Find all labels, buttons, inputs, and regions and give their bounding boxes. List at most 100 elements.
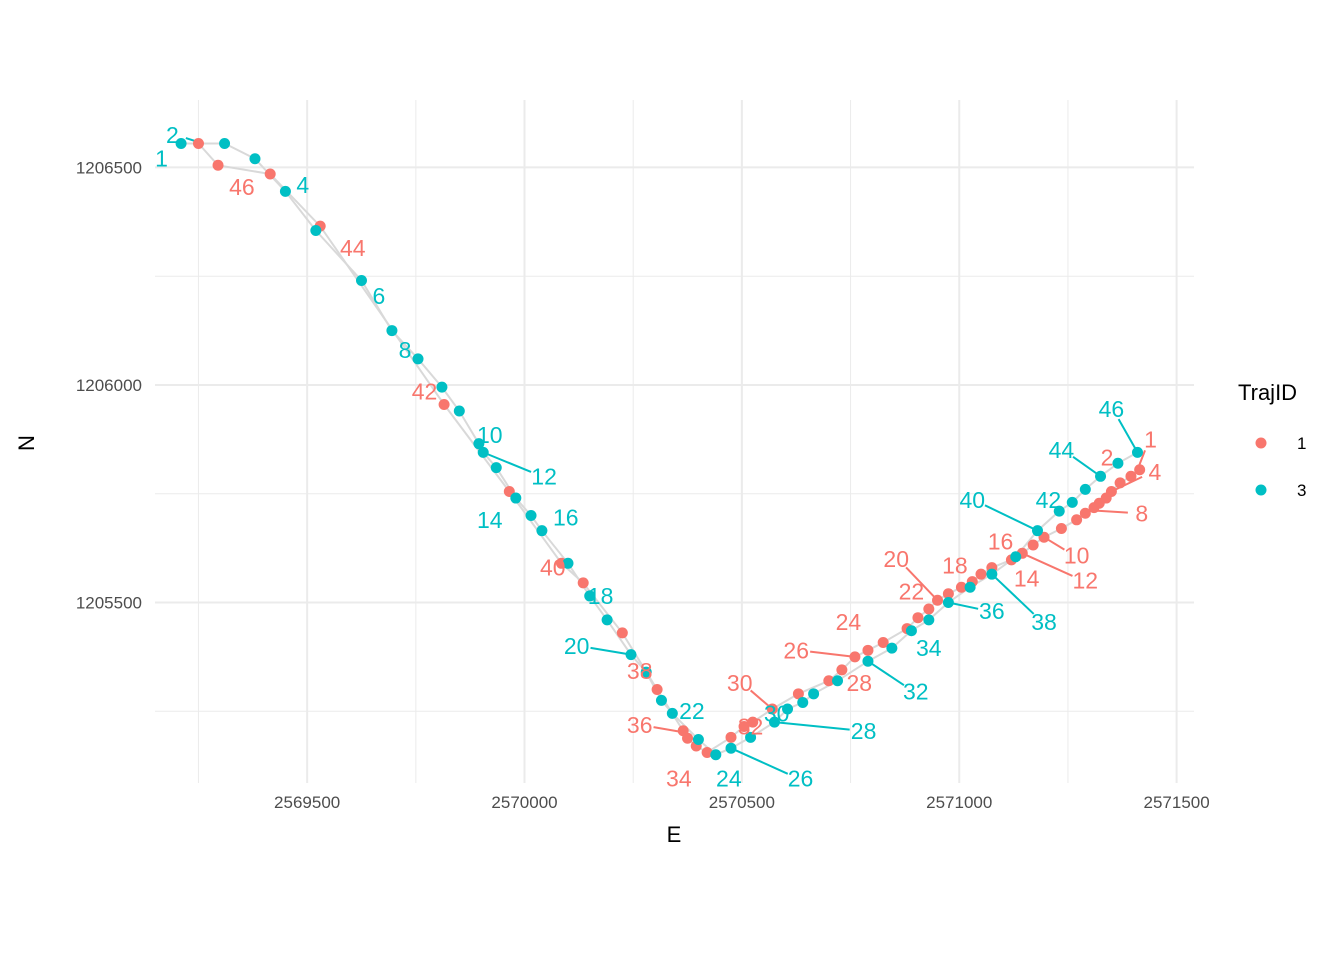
point-series-1 bbox=[701, 747, 713, 759]
point-series-1 bbox=[975, 568, 987, 580]
point-series-1 bbox=[577, 577, 589, 589]
point-series-3 bbox=[832, 675, 844, 687]
point-series-3 bbox=[745, 731, 757, 743]
point-label-series-1: 46 bbox=[229, 174, 255, 200]
point-label-series-1: 36 bbox=[627, 712, 653, 738]
point-label-series-1: 28 bbox=[846, 670, 872, 696]
data-points bbox=[175, 138, 1146, 761]
label-leader-series-1 bbox=[1110, 475, 1143, 493]
point-series-3 bbox=[219, 138, 231, 150]
point-series-1 bbox=[1125, 470, 1137, 482]
point-label-series-1: 34 bbox=[666, 766, 692, 792]
point-label-series-1: 16 bbox=[988, 529, 1014, 555]
point-label-series-3: 20 bbox=[564, 633, 590, 659]
label-leader-series-1 bbox=[1021, 552, 1073, 577]
point-label-series-3: 42 bbox=[1036, 487, 1062, 513]
point-label-series-3: 10 bbox=[477, 422, 503, 448]
point-series-3 bbox=[655, 694, 667, 706]
point-label-series-1: 12 bbox=[1073, 568, 1099, 594]
point-series-1 bbox=[1114, 477, 1126, 489]
point-series-3 bbox=[1112, 457, 1124, 469]
point-label-series-1: 1 bbox=[1144, 426, 1157, 452]
point-series-3 bbox=[386, 325, 398, 337]
point-series-3 bbox=[355, 275, 367, 287]
point-series-1 bbox=[923, 603, 935, 615]
point-label-series-3: 18 bbox=[588, 583, 614, 609]
label-leader-series-3 bbox=[482, 451, 532, 473]
x-tick-label: 2570500 bbox=[709, 793, 775, 812]
point-series-3 bbox=[249, 153, 261, 165]
point-label-series-1: 4 bbox=[1148, 459, 1161, 485]
point-series-3 bbox=[1053, 505, 1065, 517]
point-series-1 bbox=[212, 159, 224, 171]
legend: TrajID 1 3 bbox=[1238, 380, 1306, 500]
grid-minor bbox=[155, 100, 1194, 783]
point-label-series-1: 18 bbox=[942, 552, 968, 578]
label-leader-series-3 bbox=[991, 573, 1035, 615]
point-label-series-3: 8 bbox=[399, 337, 412, 363]
point-series-1 bbox=[747, 716, 759, 728]
trajectory-paths bbox=[181, 142, 1141, 756]
point-series-3 bbox=[1031, 525, 1043, 537]
point-series-3 bbox=[640, 666, 652, 678]
point-series-3 bbox=[453, 405, 465, 417]
label-leader-series-3 bbox=[1117, 418, 1139, 453]
point-label-series-1: 44 bbox=[340, 235, 366, 261]
point-series-3 bbox=[886, 642, 898, 654]
point-series-1 bbox=[264, 168, 276, 180]
point-labels: 1248101214161820222426283032343638404244… bbox=[155, 122, 1161, 792]
point-series-3 bbox=[862, 655, 874, 667]
point-series-3 bbox=[473, 438, 485, 450]
point-series-3 bbox=[964, 581, 976, 593]
point-series-3 bbox=[905, 625, 917, 637]
point-label-series-1: 10 bbox=[1064, 542, 1090, 568]
point-series-1 bbox=[1071, 514, 1083, 526]
point-label-series-3: 30 bbox=[764, 700, 790, 726]
point-series-3 bbox=[412, 353, 424, 365]
point-series-3 bbox=[436, 381, 448, 393]
point-series-1 bbox=[849, 651, 861, 663]
label-leader-series-3 bbox=[984, 504, 1038, 532]
point-series-1 bbox=[1055, 523, 1067, 535]
point-label-series-3: 22 bbox=[679, 698, 705, 724]
point-series-3 bbox=[625, 649, 637, 661]
x-tick-label: 2569500 bbox=[274, 793, 340, 812]
point-label-series-1: 32 bbox=[738, 713, 764, 739]
point-series-3 bbox=[923, 614, 935, 626]
label-leader-series-3 bbox=[730, 747, 789, 775]
label-leader-series-3 bbox=[590, 646, 632, 656]
point-series-1 bbox=[192, 138, 204, 150]
y-tick-label: 1206000 bbox=[76, 376, 142, 395]
legend-key-series-3 bbox=[1255, 484, 1267, 496]
trajectory-path-3 bbox=[181, 142, 1138, 756]
point-label-series-3: 2 bbox=[166, 122, 179, 148]
point-label-series-1: 2 bbox=[1101, 445, 1114, 471]
point-series-1 bbox=[836, 664, 848, 676]
y-axis-ticks: 1205500 1206000 1206500 bbox=[76, 158, 142, 612]
y-axis-title: N bbox=[14, 435, 39, 451]
point-series-3 bbox=[1095, 470, 1107, 482]
x-tick-label: 2570000 bbox=[491, 793, 557, 812]
point-series-3 bbox=[584, 590, 596, 602]
point-label-series-1: 42 bbox=[412, 378, 438, 404]
point-series-1 bbox=[942, 588, 954, 600]
point-series-3 bbox=[725, 742, 737, 754]
point-series-3 bbox=[1010, 551, 1022, 563]
point-series-3 bbox=[310, 225, 322, 237]
y-tick-label: 1205500 bbox=[76, 593, 142, 612]
point-label-series-3: 34 bbox=[916, 635, 942, 661]
point-series-3 bbox=[525, 509, 537, 521]
label-leader-series-1 bbox=[905, 566, 939, 601]
point-series-3 bbox=[768, 716, 780, 728]
point-series-3 bbox=[1131, 446, 1143, 458]
point-series-1 bbox=[738, 720, 750, 732]
point-label-series-3: 4 bbox=[296, 172, 309, 198]
point-label-series-1: 30 bbox=[727, 670, 753, 696]
x-tick-label: 2571500 bbox=[1144, 793, 1210, 812]
label-leader-series-3 bbox=[867, 660, 905, 687]
point-series-1 bbox=[1134, 464, 1146, 476]
label-leader-series-3 bbox=[1072, 456, 1102, 478]
point-label-series-3: 12 bbox=[531, 463, 557, 489]
point-series-3 bbox=[797, 697, 809, 709]
